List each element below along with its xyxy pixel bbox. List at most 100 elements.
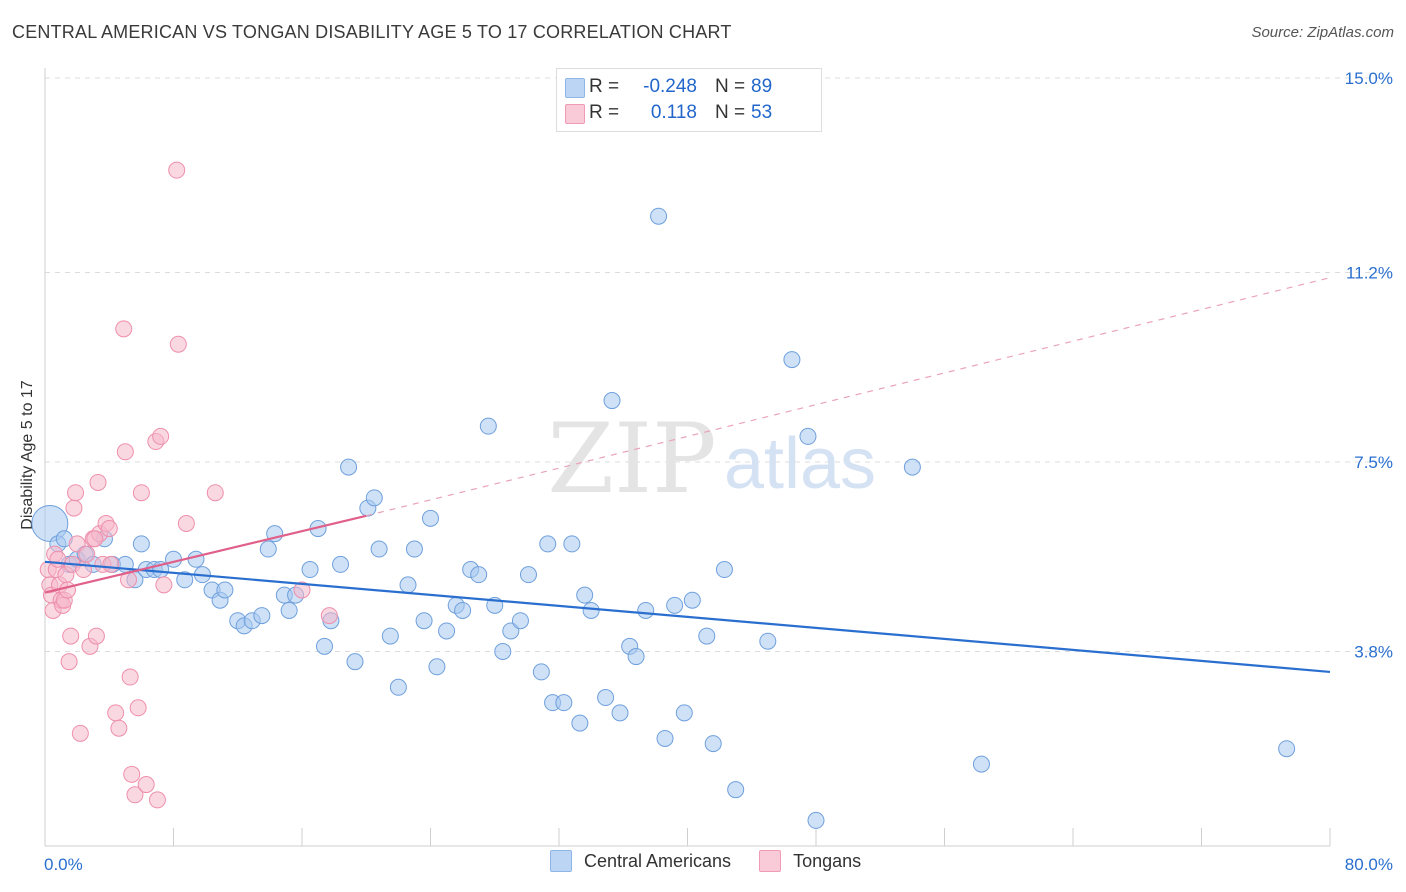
data-point: [89, 473, 107, 491]
data-point: [137, 776, 155, 794]
data-point: [315, 637, 333, 655]
legend-item-central-americans[interactable]: Central Americans: [550, 850, 731, 872]
data-point: [571, 714, 589, 732]
data-point: [216, 581, 234, 599]
data-point: [87, 627, 105, 645]
data-point: [511, 612, 529, 630]
data-point: [340, 458, 358, 476]
data-point: [370, 540, 388, 558]
data-point: [168, 161, 186, 179]
data-point: [58, 581, 76, 599]
data-point: [666, 596, 684, 614]
trend-line: [44, 560, 1331, 674]
n-label: N =: [715, 76, 746, 97]
data-point: [399, 576, 417, 594]
y-tick-label: 3.8%: [1354, 642, 1393, 661]
data-point: [555, 694, 573, 712]
grid-lines: [45, 77, 1393, 652]
data-point: [332, 555, 350, 573]
data-point: [479, 417, 497, 435]
data-point: [123, 765, 141, 783]
data-point: [759, 632, 777, 650]
data-point: [169, 335, 187, 353]
r-label: R =: [589, 76, 620, 97]
data-point: [611, 704, 629, 722]
legend-swatch-pink: [759, 850, 782, 872]
r-value: -0.248: [643, 76, 697, 97]
trend-lines: [44, 277, 1331, 674]
data-point: [280, 601, 298, 619]
data-point: [563, 535, 581, 553]
data-point: [126, 786, 144, 804]
data-point: [86, 530, 104, 548]
data-point: [715, 561, 733, 579]
data-point: [799, 427, 817, 445]
data-point: [597, 689, 615, 707]
data-point: [405, 540, 423, 558]
data-point: [704, 735, 722, 753]
data-point: [650, 207, 668, 225]
data-point: [576, 586, 594, 604]
data-point: [152, 427, 170, 445]
data-point: [637, 601, 655, 619]
data-point: [115, 320, 133, 338]
data-point: [165, 550, 182, 568]
data-point: [293, 581, 311, 599]
data-point: [253, 607, 271, 625]
y-tick-label: 7.5%: [1354, 453, 1393, 472]
data-point: [627, 648, 645, 666]
data-point: [110, 719, 128, 737]
data-point: [102, 555, 120, 573]
data-point: [62, 627, 80, 645]
data-point: [107, 704, 125, 722]
data-point: [603, 392, 621, 410]
data-point: [582, 601, 600, 619]
data-point: [187, 550, 205, 568]
data-point: [177, 514, 195, 532]
data-point: [259, 540, 277, 558]
source-credit: Source: ZipAtlas.com: [1251, 24, 1394, 41]
series-tongans: [39, 161, 338, 809]
trend-extension: [366, 277, 1331, 517]
x-tick-label: 80.0%: [1345, 855, 1393, 874]
data-point: [320, 607, 338, 625]
n-value: 53: [751, 102, 773, 123]
data-point: [807, 811, 825, 829]
data-point: [656, 729, 674, 747]
legend-row-central-americans: R = -0.248 N = 89: [565, 75, 772, 99]
axes: [44, 68, 1331, 847]
data-point: [783, 351, 801, 369]
data-point: [381, 627, 399, 645]
legend-label: Tongans: [793, 850, 862, 871]
data-point: [519, 566, 537, 584]
legend-item-tongans[interactable]: Tongans: [759, 850, 861, 872]
data-point: [132, 484, 150, 502]
data-point: [365, 489, 383, 507]
correlation-legend: R = -0.248 N = 89 R = 0.118 N = 53: [556, 68, 822, 132]
x-tick-label: 0.0%: [44, 855, 83, 874]
data-point: [176, 571, 194, 589]
data-point: [71, 724, 89, 742]
data-point: [415, 612, 433, 630]
n-label: N =: [715, 102, 746, 123]
data-point: [903, 458, 921, 476]
data-point: [422, 509, 439, 527]
data-point: [129, 699, 147, 717]
data-point: [148, 791, 166, 809]
legend-swatch-blue: [565, 78, 585, 98]
data-point: [470, 566, 488, 584]
data-point: [100, 520, 118, 538]
data-point: [116, 443, 134, 461]
data-point: [454, 601, 472, 619]
data-point: [1278, 740, 1296, 758]
data-point: [698, 627, 716, 645]
data-point: [683, 591, 701, 609]
tick-labels: 3.8% 7.5% 11.2% 15.0% 0.0% 80.0%: [44, 69, 1393, 874]
data-point: [389, 678, 407, 696]
data-point: [60, 653, 78, 671]
data-point: [532, 663, 550, 681]
series-central-americans: [31, 207, 1296, 829]
data-point: [121, 668, 139, 686]
chart-title: CENTRAL AMERICAN VS TONGAN DISABILITY AG…: [12, 22, 732, 42]
